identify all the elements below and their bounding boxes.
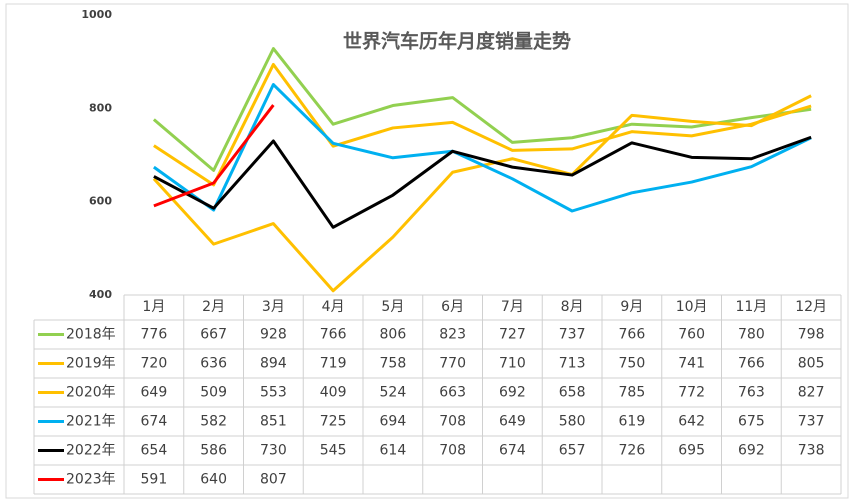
table-value: 675 (738, 414, 765, 430)
x-tick-label: 3月 (262, 299, 285, 315)
table-value: 738 (798, 443, 825, 459)
table-value: 409 (320, 385, 347, 401)
x-tick-label: 9月 (620, 299, 643, 315)
x-tick-label: 12月 (795, 299, 827, 315)
table-value: 614 (380, 443, 407, 459)
table-value: 657 (559, 443, 586, 459)
table-value: 582 (200, 414, 227, 430)
table-value: 708 (439, 443, 466, 459)
legend-label: 2023年 (66, 472, 116, 488)
table-value: 763 (738, 385, 765, 401)
table-value: 776 (141, 327, 168, 343)
table-value: 737 (798, 414, 825, 430)
table-value: 760 (678, 327, 705, 343)
table-value: 674 (499, 443, 526, 459)
table-value: 766 (738, 356, 765, 372)
table-value: 798 (798, 327, 825, 343)
x-tick-label: 4月 (322, 299, 345, 315)
table-value: 725 (320, 414, 347, 430)
x-tick-label: 8月 (561, 299, 584, 315)
table-value: 649 (499, 414, 526, 430)
table-value: 851 (260, 414, 287, 430)
x-tick-label: 10月 (676, 299, 708, 315)
table-value: 766 (320, 327, 347, 343)
legend-label: 2019年 (66, 356, 116, 372)
table-value: 545 (320, 443, 347, 459)
y-tick-label: 1000 (81, 8, 112, 21)
x-tick-label: 1月 (142, 299, 165, 315)
series-line (153, 104, 275, 208)
table-value: 667 (200, 327, 227, 343)
table-value: 827 (798, 385, 825, 401)
table-value: 785 (619, 385, 646, 401)
table-value: 553 (260, 385, 287, 401)
series-line (152, 83, 812, 213)
table-value: 737 (559, 327, 586, 343)
table-value: 805 (798, 356, 825, 372)
legend-label: 2022年 (66, 443, 116, 459)
table-value: 663 (439, 385, 466, 401)
table-value: 649 (141, 385, 168, 401)
table-value: 591 (141, 472, 168, 488)
table-value: 654 (141, 443, 168, 459)
table-value: 692 (499, 385, 526, 401)
table-value: 719 (320, 356, 347, 372)
table-value: 758 (380, 356, 407, 372)
table-value: 674 (141, 414, 168, 430)
y-tick-label: 800 (89, 101, 112, 114)
table-value: 730 (260, 443, 287, 459)
table-value: 658 (559, 385, 586, 401)
table-value: 823 (439, 327, 466, 343)
chart-title: 世界汽车历年月度销量走势 (343, 30, 571, 53)
x-tick-label: 7月 (501, 299, 524, 315)
table-value: 770 (439, 356, 466, 372)
x-tick-label: 6月 (441, 299, 464, 315)
table-value: 807 (260, 472, 287, 488)
table-value: 772 (678, 385, 705, 401)
table-value: 586 (200, 443, 227, 459)
table-value: 806 (380, 327, 407, 343)
table-value: 713 (559, 356, 586, 372)
chart-frame (5, 3, 849, 499)
table-value: 708 (439, 414, 466, 430)
series-line (153, 135, 812, 229)
y-tick-label: 400 (89, 288, 112, 301)
x-tick-label: 11月 (735, 299, 767, 315)
table-value: 619 (619, 414, 646, 430)
table-value: 710 (499, 356, 526, 372)
table-value: 695 (678, 443, 705, 459)
table-value: 727 (499, 327, 526, 343)
table-value: 741 (678, 356, 705, 372)
series-line (153, 62, 812, 187)
table-value: 509 (200, 385, 227, 401)
legend-label: 2020年 (66, 385, 116, 401)
table-value: 928 (260, 327, 287, 343)
table-value: 750 (619, 356, 646, 372)
legend-label: 2021年 (66, 414, 116, 430)
table-value: 894 (260, 356, 287, 372)
y-tick-label: 600 (89, 195, 112, 208)
table-value: 780 (738, 327, 765, 343)
table-value: 636 (200, 356, 227, 372)
table-value: 720 (141, 356, 168, 372)
legend-label: 2018年 (66, 327, 116, 343)
series-line (152, 47, 812, 172)
table-value: 642 (678, 414, 705, 430)
table-value: 694 (380, 414, 407, 430)
table-value: 524 (380, 385, 407, 401)
table-value: 692 (738, 443, 765, 459)
table-value: 640 (200, 472, 227, 488)
table-value: 726 (619, 443, 646, 459)
x-tick-label: 5月 (381, 299, 404, 315)
table-value: 580 (559, 414, 586, 430)
table-value: 766 (619, 327, 646, 343)
x-tick-label: 2月 (202, 299, 225, 315)
